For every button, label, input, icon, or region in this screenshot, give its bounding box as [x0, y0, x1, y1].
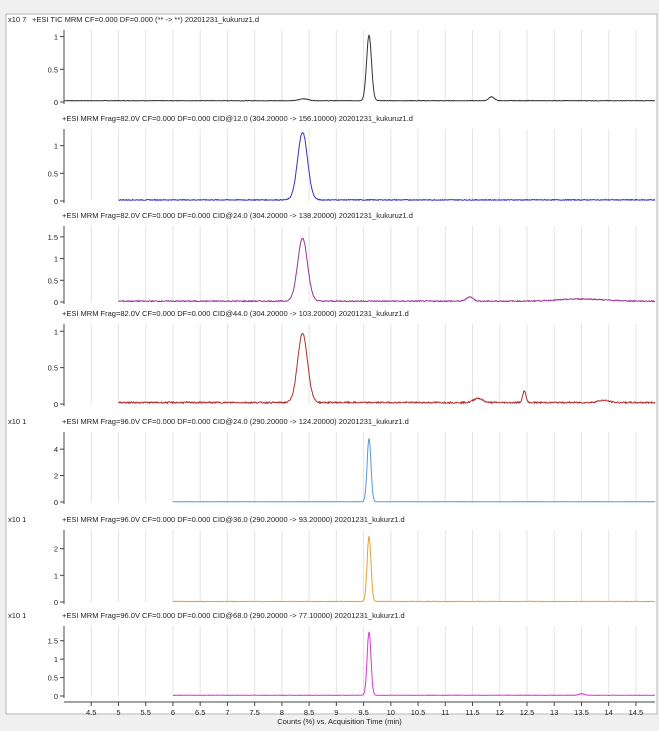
x-tick-label: 13: [550, 708, 558, 717]
y-tick-label: 0: [54, 400, 58, 409]
panel-scale-label: x10 1: [8, 515, 26, 524]
series-trace: [172, 535, 656, 603]
y-tick-label: 1: [54, 571, 58, 580]
series-trace: [118, 131, 656, 202]
panel-scale-label: x10 1: [8, 417, 26, 426]
y-tick-label: 0.5: [48, 276, 58, 285]
x-tick-label: 8.5: [304, 708, 314, 717]
x-tick-label: 10.5: [411, 708, 426, 717]
y-tick-label: 0: [54, 498, 58, 507]
panel-scale-label: x10 7: [8, 15, 26, 24]
x-tick-label: 11.5: [466, 708, 480, 717]
panel-title: +ESI MRM Frag=82.0V CF=0.000 DF=0.000 CI…: [62, 309, 409, 318]
y-tick-label: 1: [54, 327, 58, 336]
y-tick-label: 0: [54, 197, 58, 206]
series-trace: [64, 34, 656, 102]
x-tick-label: 10: [387, 708, 395, 717]
y-tick-label: 1: [54, 655, 58, 664]
y-tick-label: 0.5: [48, 674, 58, 683]
y-tick-label: 1: [54, 33, 58, 42]
x-tick-label: 9: [334, 708, 338, 717]
x-tick-label: 13.5: [574, 708, 589, 717]
x-tick-label: 6: [171, 708, 175, 717]
y-tick-label: 1: [54, 142, 58, 151]
y-tick-label: 1.5: [48, 637, 58, 646]
panel-title: +ESI MRM Frag=96.0V CF=0.000 DF=0.000 CI…: [62, 611, 405, 620]
x-tick-label: 4.5: [86, 708, 96, 717]
panel-title: +ESI MRM Frag=96.0V CF=0.000 DF=0.000 CI…: [62, 515, 405, 524]
x-tick-label: 6.5: [195, 708, 205, 717]
y-tick-label: 2: [54, 545, 58, 554]
panel-scale-label: x10 1: [8, 611, 26, 620]
series-trace: [172, 438, 656, 503]
panel-title: +ESI MRM Frag=96.0V CF=0.000 DF=0.000 CI…: [62, 417, 409, 426]
panel-title: +ESI MRM Frag=82.0V CF=0.000 DF=0.000 CI…: [62, 114, 413, 123]
x-axis-label: Counts (%) vs. Acquisition Time (min): [277, 717, 402, 726]
x-tick-label: 14.5: [629, 708, 644, 717]
y-tick-label: 0: [54, 692, 58, 701]
x-tick-label: 12.5: [520, 708, 535, 717]
x-tick-label: 5: [116, 708, 120, 717]
series-trace: [118, 332, 656, 405]
y-tick-label: 0.5: [48, 169, 58, 178]
y-tick-label: 0: [54, 98, 58, 107]
y-tick-label: 0.5: [48, 364, 58, 373]
x-tick-label: 7: [225, 708, 229, 717]
y-tick-label: 4: [54, 445, 58, 454]
y-tick-label: 2: [54, 472, 58, 481]
panel-title: +ESI TIC MRM CF=0.000 DF=0.000 (** -> **…: [32, 15, 259, 24]
y-tick-label: 0: [54, 598, 58, 607]
y-tick-label: 1.5: [48, 233, 58, 242]
x-tick-label: 11: [441, 708, 449, 717]
x-tick-label: 12: [496, 708, 504, 717]
panel-title: +ESI MRM Frag=82.0V CF=0.000 DF=0.000 CI…: [62, 211, 413, 220]
plot-background: [5, 13, 658, 715]
x-tick-label: 9.5: [358, 708, 368, 717]
y-tick-label: 1: [54, 255, 58, 264]
series-trace: [118, 237, 655, 303]
x-tick-label: 8: [280, 708, 284, 717]
x-tick-label: 5.5: [140, 708, 150, 717]
y-tick-label: 0: [54, 298, 58, 307]
x-tick-label: 14: [605, 708, 613, 717]
series-trace: [172, 631, 655, 697]
x-tick-label: 7.5: [249, 708, 259, 717]
y-tick-label: 0.5: [48, 65, 58, 74]
